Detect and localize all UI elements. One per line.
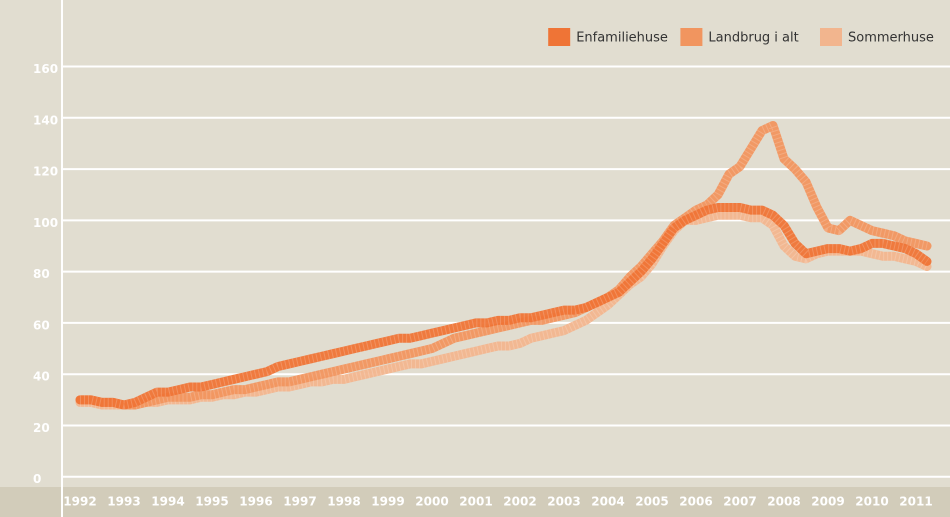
y-tick-label: 160: [33, 62, 58, 76]
x-tick-label: 2004: [591, 495, 624, 509]
x-tick-label: 1999: [371, 495, 404, 509]
legend-swatch: [548, 28, 571, 46]
x-tick-label: 2002: [503, 495, 536, 509]
x-tick-label: 2006: [679, 495, 712, 509]
x-tick-label: 1998: [327, 495, 360, 509]
series-line: [75, 121, 932, 410]
series-hatch: [80, 210, 929, 410]
legend-swatch: [820, 28, 842, 46]
y-tick-label: 80: [33, 267, 50, 281]
x-axis-band: [0, 487, 950, 517]
x-tick-label: 1992: [63, 495, 96, 509]
legend-label: Landbrug i alt: [708, 31, 798, 46]
legend-label: Sommerhuse: [848, 31, 934, 46]
y-tick-label: 60: [33, 318, 50, 332]
legend-label: Enfamiliehuse: [576, 31, 668, 46]
x-tick-label: 1997: [283, 495, 316, 509]
y-tick-label: 120: [33, 165, 58, 179]
y-tick-label: 40: [33, 370, 50, 384]
x-tick-label: 2009: [811, 495, 844, 509]
y-tick-label: 100: [33, 216, 58, 230]
y-tick-label: 0: [33, 472, 41, 486]
series-line: [75, 203, 932, 410]
legend-swatch: [680, 28, 703, 46]
y-tick-label: 20: [33, 421, 50, 435]
series-hatch: [80, 119, 929, 410]
x-tick-label: 2007: [723, 495, 756, 509]
x-tick-label: 2005: [635, 495, 668, 509]
x-tick-label: 2000: [415, 495, 448, 509]
x-tick-label: 2003: [547, 495, 580, 509]
x-tick-label: 2008: [767, 495, 800, 509]
x-tick-label: 1994: [151, 495, 184, 509]
x-tick-label: 2001: [459, 495, 492, 509]
x-tick-label: 2011: [899, 495, 932, 509]
x-tick-label: 2010: [855, 495, 888, 509]
x-tick-label: 1996: [239, 495, 272, 509]
x-tick-label: 1995: [195, 495, 228, 509]
series-hatch: [80, 203, 930, 410]
x-tick-label: 1993: [107, 495, 140, 509]
y-tick-label: 140: [33, 113, 58, 127]
